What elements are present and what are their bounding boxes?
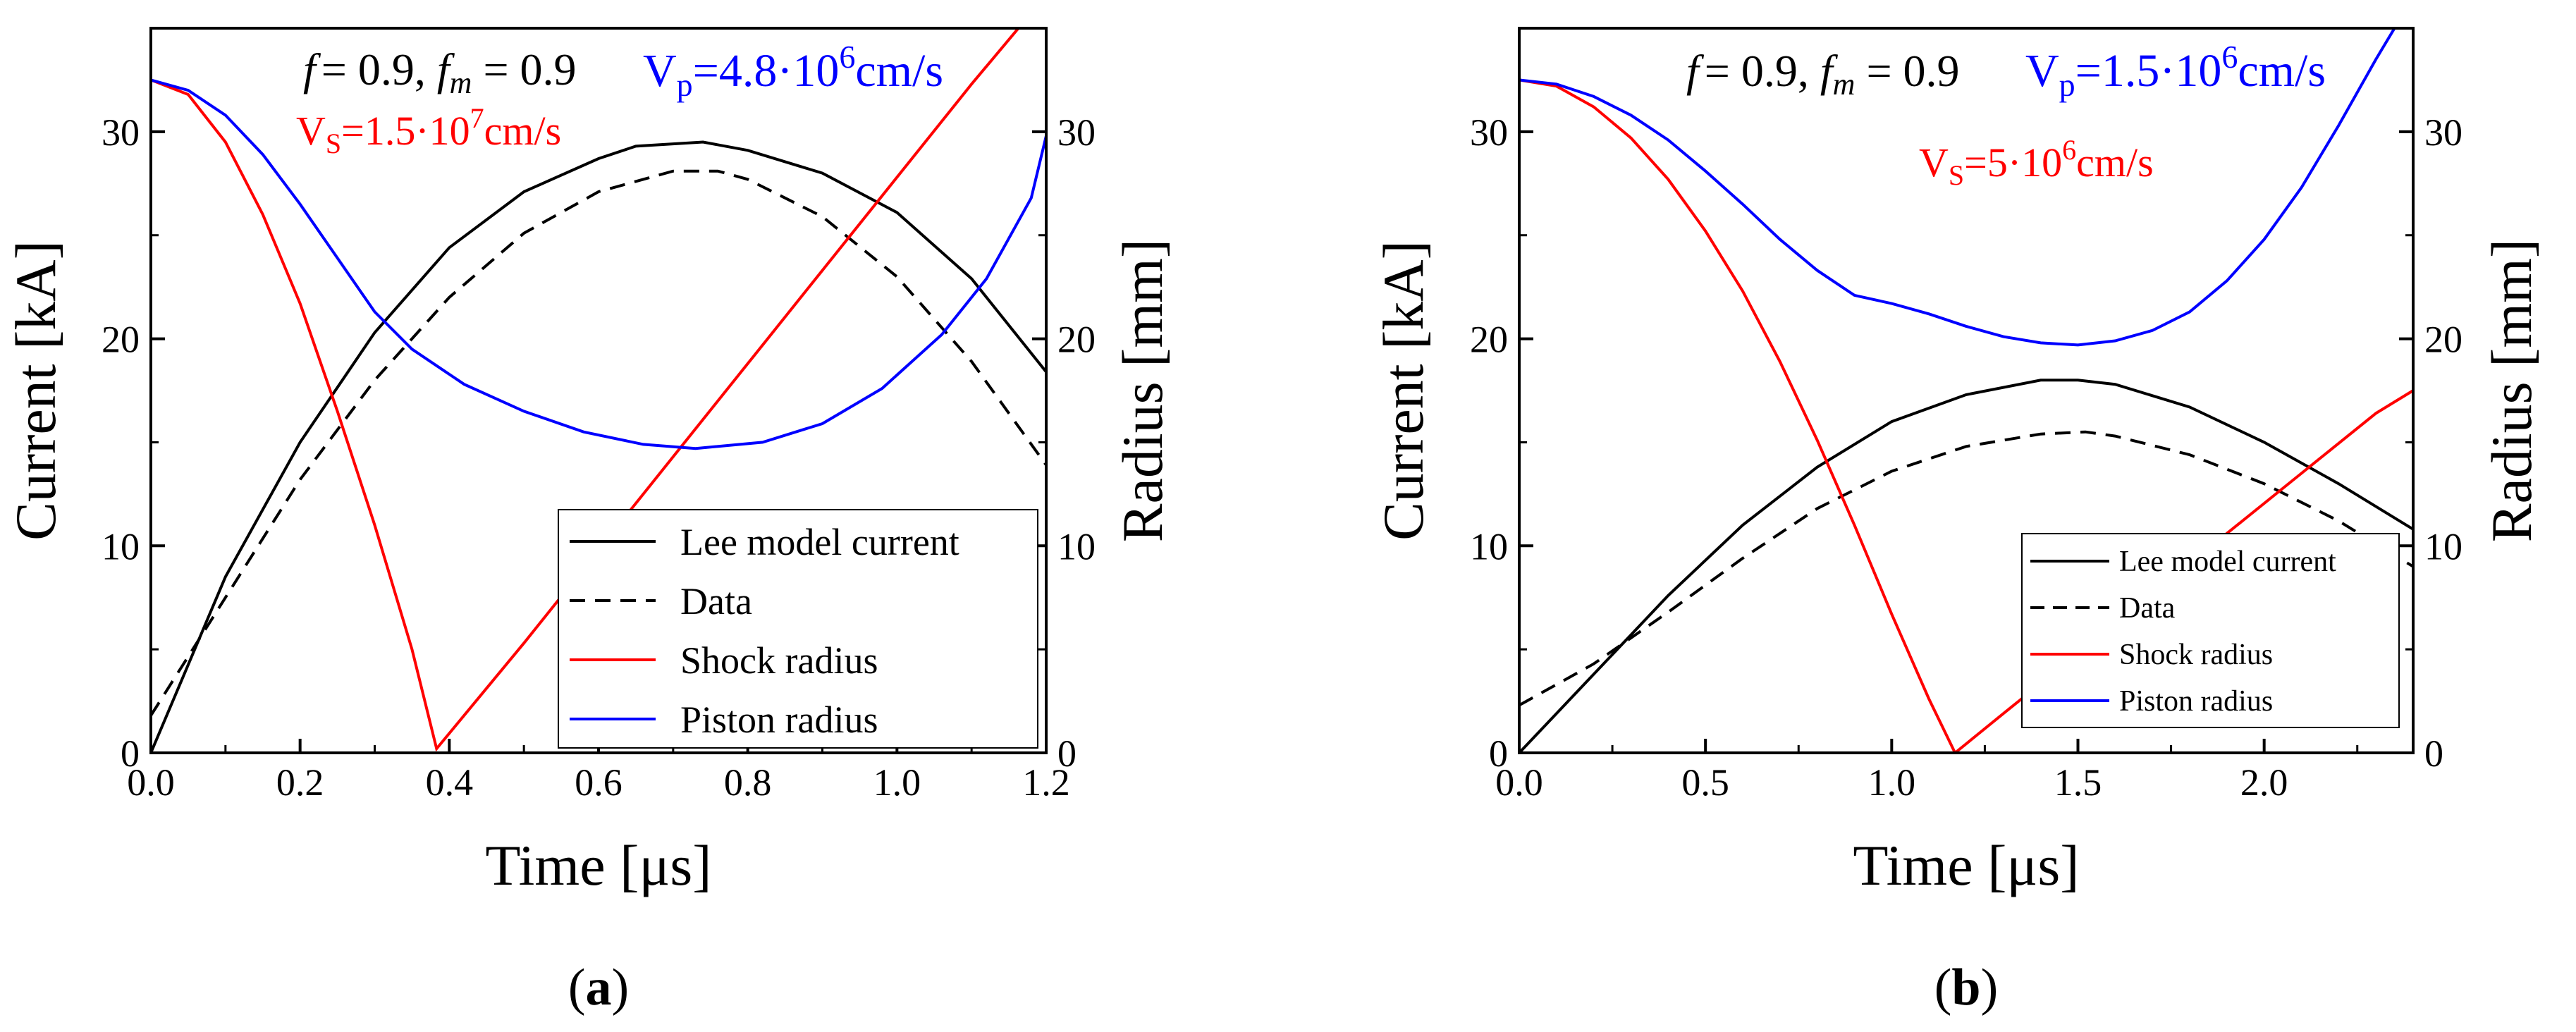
x-tick-label: 0.5 — [1681, 761, 1729, 804]
y-left-tick-label: 10 — [1470, 525, 1508, 567]
y-axis-title-left: Current [kA] — [4, 240, 68, 541]
vs-annotation: VS=5·106cm/s — [1919, 134, 2154, 191]
legend-label-piston: Piston radius — [680, 699, 878, 741]
legend-label-data: Data — [680, 580, 752, 622]
y-left-tick-label: 30 — [102, 111, 140, 154]
y-left-tick-label: 0 — [1489, 732, 1508, 775]
y-axis-title-right: Radius [mm] — [2479, 239, 2544, 542]
x-tick-label: 0.8 — [724, 761, 772, 804]
legend-label-shock: Shock radius — [680, 639, 878, 682]
x-tick-label: 0.6 — [575, 761, 622, 804]
y-axis-title-left: Current [kA] — [1371, 240, 1435, 541]
x-tick-label: 0.4 — [426, 761, 474, 804]
x-tick-label: 0.0 — [127, 761, 175, 804]
legend-box — [558, 509, 1038, 749]
y-left-tick-label: 20 — [1470, 319, 1508, 361]
series-lee-model-current — [151, 140, 1046, 753]
series-piston-radius — [151, 78, 1046, 450]
series-shock-radius — [151, 28, 1021, 752]
y-left-tick-label: 0 — [121, 732, 140, 775]
y-left-tick-label: 20 — [102, 319, 140, 361]
x-tick-label: 1.0 — [1868, 761, 1916, 804]
legend: Lee model current Data Shock radius Pist… — [2021, 533, 2400, 728]
y-right-tick-label: 30 — [2424, 111, 2462, 154]
y-axis-title-right: Radius [mm] — [1110, 239, 1174, 542]
y-left-tick-label: 10 — [102, 525, 140, 567]
vp-annotation: Vp=4.8·106cm/s — [643, 39, 943, 103]
y-right-tick-label: 10 — [1057, 525, 1096, 567]
series-piston-radius — [1519, 28, 2396, 347]
y-right-tick-label: 10 — [2424, 525, 2462, 567]
x-tick-label: 0.2 — [276, 761, 324, 804]
legend: Lee model current Data Shock radius Pist… — [558, 509, 1038, 749]
legend-label-shock: Shock radius — [2119, 639, 2273, 671]
y-right-tick-label: 20 — [1057, 319, 1096, 361]
x-tick-label: 1.0 — [873, 761, 921, 804]
params-annotation: f = 0.9, fm = 0.9 — [303, 44, 577, 100]
x-axis-title: Time [μs] — [485, 833, 711, 897]
x-tick-label: 2.0 — [2240, 761, 2288, 804]
x-tick-label: 1.2 — [1022, 761, 1070, 804]
vs-annotation: VS=1.5·107cm/s — [296, 102, 561, 159]
legend-label-lee: Lee model current — [680, 521, 959, 563]
y-right-tick-label: 30 — [1057, 111, 1096, 154]
chart-panel-b: 0.0 0.5 1.0 1.5 2.0 0 10 20 30 0 10 20 30 f = 0.9, fm… — [1371, 27, 2544, 1016]
series-data — [151, 169, 1046, 717]
y-right-tick-label: 0 — [1057, 732, 1077, 775]
y-left-tick-label: 30 — [1470, 111, 1508, 154]
axis-ticks: 0.0 0.5 1.0 1.5 2.0 0 10 20 30 0 10 20 30 — [1470, 111, 2462, 804]
legend-label-piston: Piston radius — [2119, 685, 2273, 718]
plot-area — [151, 28, 1046, 753]
x-axis-title: Time [μs] — [1853, 833, 2079, 897]
legend-label-lee: Lee model current — [2119, 546, 2336, 578]
series-data — [1519, 430, 2413, 707]
x-tick-label: 1.5 — [2054, 761, 2102, 804]
legend-label-data: Data — [2119, 592, 2176, 625]
x-tick-label: 0.0 — [1495, 761, 1543, 804]
y-right-tick-label: 20 — [2424, 319, 2462, 361]
series-lee-model-current — [1519, 379, 2413, 753]
panel-label-b: (b) — [1934, 959, 1998, 1016]
legend-box — [2021, 533, 2400, 728]
plot-frame — [149, 27, 1048, 754]
panel-label-a: (a) — [568, 959, 629, 1016]
plot-frame — [1518, 27, 2415, 754]
vp-annotation: Vp=1.5·106cm/s — [2025, 39, 2326, 103]
params-annotation: f = 0.9, fm = 0.9 — [1686, 46, 1960, 102]
y-right-tick-label: 0 — [2424, 732, 2443, 775]
